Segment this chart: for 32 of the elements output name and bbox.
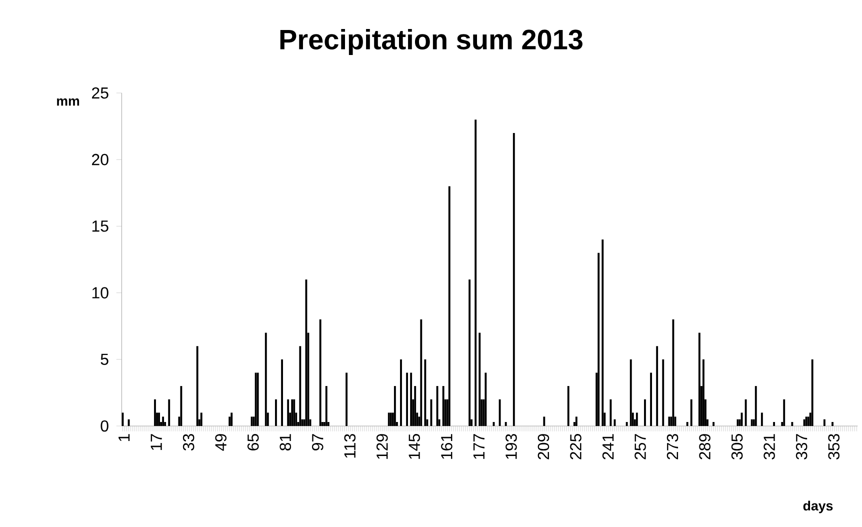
y-axis-title: mm (57, 98, 80, 106)
x-tick-label: 321 (764, 434, 775, 460)
y-tick-label: 20 (92, 154, 108, 166)
x-tick-label: 273 (666, 434, 678, 460)
x-tick-label: 65 (247, 434, 259, 450)
x-tick-label: 17 (150, 434, 162, 450)
x-tick-label: 193 (506, 434, 517, 459)
x-tick-label: 177 (473, 434, 484, 459)
x-tick-label: 209 (538, 434, 550, 460)
x-tick-label: 353 (828, 434, 840, 460)
y-tick-label: 10 (92, 287, 108, 298)
x-tick-label: 161 (441, 434, 452, 459)
x-tick-label: 33 (182, 434, 194, 451)
x-tick-label: 81 (280, 434, 292, 450)
x-tick-label: 257 (634, 434, 646, 460)
y-tick-label: 5 (100, 354, 108, 365)
x-tick-label: 1 (118, 434, 130, 442)
chart-title: Precipitation sum 2013 (280, 28, 582, 56)
x-tick-label: 225 (570, 434, 582, 460)
y-tick-label: 25 (92, 87, 108, 99)
x-tick-label: 305 (731, 434, 743, 460)
x-tick-label: 49 (215, 434, 226, 451)
x-tick-label: 113 (344, 434, 356, 458)
y-tick-label: 15 (92, 220, 108, 232)
x-tick-label: 97 (312, 434, 324, 450)
x-tick-label: 337 (796, 434, 808, 460)
x-tick-label: 129 (376, 434, 388, 459)
x-tick-label: 289 (699, 434, 710, 460)
x-tick-label: 145 (408, 434, 420, 459)
x-tick-label: 241 (602, 434, 614, 460)
x-axis-title: days (803, 500, 833, 514)
y-tick-label: 0 (100, 420, 108, 432)
